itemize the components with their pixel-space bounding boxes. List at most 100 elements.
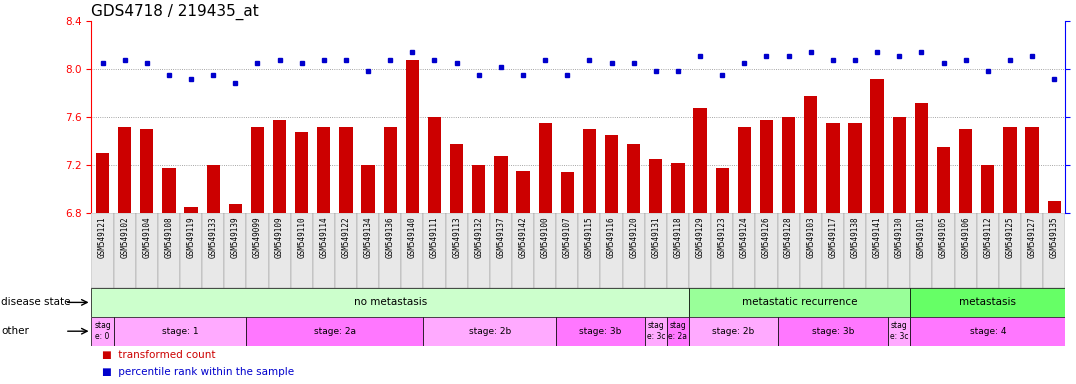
Text: other: other [1, 326, 29, 336]
Text: metastasis: metastasis [960, 297, 1016, 308]
Bar [826, 123, 839, 213]
Bar [799, 213, 822, 288]
Bar [136, 213, 158, 288]
Bar [711, 213, 733, 288]
Bar [468, 213, 490, 288]
Bar [600, 213, 623, 288]
Bar [733, 213, 755, 288]
Bar [915, 103, 928, 213]
Bar [114, 213, 136, 288]
Bar [516, 171, 529, 213]
Text: GSM549138: GSM549138 [850, 217, 860, 258]
Text: GSM549099: GSM549099 [253, 217, 261, 258]
Bar [269, 213, 291, 288]
Bar [556, 317, 645, 346]
Text: GSM549108: GSM549108 [165, 217, 173, 258]
Bar [959, 129, 973, 213]
Bar [406, 60, 419, 213]
Bar [689, 213, 711, 288]
Bar [207, 165, 220, 213]
Bar [937, 147, 950, 213]
Bar [184, 207, 198, 213]
Bar [755, 213, 778, 288]
Bar [246, 317, 424, 346]
Text: stage: 1: stage: 1 [161, 327, 198, 336]
Bar [627, 144, 640, 213]
Bar [689, 317, 778, 346]
Bar [893, 117, 906, 213]
Text: GSM549125: GSM549125 [1005, 217, 1015, 258]
Bar [804, 96, 818, 213]
Bar [445, 213, 468, 288]
Text: GSM549116: GSM549116 [607, 217, 617, 258]
Bar [180, 213, 202, 288]
Text: GSM549141: GSM549141 [873, 217, 881, 258]
Bar [401, 213, 424, 288]
Bar [1021, 213, 1043, 288]
Bar [96, 153, 109, 213]
Text: GSM549132: GSM549132 [475, 217, 483, 258]
Bar [866, 213, 888, 288]
Text: ■  percentile rank within the sample: ■ percentile rank within the sample [102, 366, 295, 377]
Bar [494, 156, 508, 213]
Bar [339, 127, 353, 213]
Bar [844, 213, 866, 288]
Text: GSM549134: GSM549134 [364, 217, 372, 258]
Bar [251, 127, 264, 213]
Bar [910, 213, 933, 288]
Bar [910, 317, 1065, 346]
Bar [224, 213, 246, 288]
Bar [158, 213, 180, 288]
Bar [114, 317, 246, 346]
Text: GSM549128: GSM549128 [784, 217, 793, 258]
Bar [667, 317, 689, 346]
Text: GSM549117: GSM549117 [829, 217, 837, 258]
Text: GSM549118: GSM549118 [674, 217, 682, 258]
Text: stage: 4: stage: 4 [969, 327, 1006, 336]
Bar [999, 213, 1021, 288]
Bar [383, 127, 397, 213]
Text: GSM549136: GSM549136 [385, 217, 395, 258]
Text: GSM549113: GSM549113 [452, 217, 462, 258]
Bar [1043, 213, 1065, 288]
Bar [202, 213, 224, 288]
Bar [888, 317, 910, 346]
Bar [778, 213, 799, 288]
Bar [1025, 127, 1038, 213]
Text: GSM549109: GSM549109 [275, 217, 284, 258]
Bar [667, 213, 689, 288]
Bar [424, 213, 445, 288]
Bar [118, 127, 131, 213]
Text: GSM549110: GSM549110 [297, 217, 307, 258]
Bar [738, 127, 751, 213]
Bar [649, 159, 663, 213]
Text: GDS4718 / 219435_at: GDS4718 / 219435_at [91, 3, 259, 20]
Text: stage: 2a: stage: 2a [314, 327, 356, 336]
Text: GSM549131: GSM549131 [651, 217, 661, 258]
Text: ■  transformed count: ■ transformed count [102, 350, 215, 360]
Text: stag
e: 3c: stag e: 3c [890, 321, 908, 341]
Text: GSM549135: GSM549135 [1050, 217, 1059, 258]
Bar [140, 129, 154, 213]
Text: disease state: disease state [1, 297, 71, 308]
Bar [357, 213, 379, 288]
Bar [583, 129, 596, 213]
Bar [645, 317, 667, 346]
Bar [782, 117, 795, 213]
Bar [689, 288, 910, 317]
Text: GSM549115: GSM549115 [585, 217, 594, 258]
Bar [605, 135, 619, 213]
Text: GSM549120: GSM549120 [629, 217, 638, 258]
Bar [291, 213, 313, 288]
Bar [162, 167, 175, 213]
Bar [888, 213, 910, 288]
Text: stag
e: 0: stag e: 0 [95, 321, 111, 341]
Text: GSM549121: GSM549121 [98, 217, 107, 258]
Text: GSM549122: GSM549122 [341, 217, 351, 258]
Text: GSM549104: GSM549104 [142, 217, 152, 258]
Bar [295, 131, 309, 213]
Bar [556, 213, 579, 288]
Text: GSM549112: GSM549112 [983, 217, 992, 258]
Bar [335, 213, 357, 288]
Text: GSM549103: GSM549103 [806, 217, 816, 258]
